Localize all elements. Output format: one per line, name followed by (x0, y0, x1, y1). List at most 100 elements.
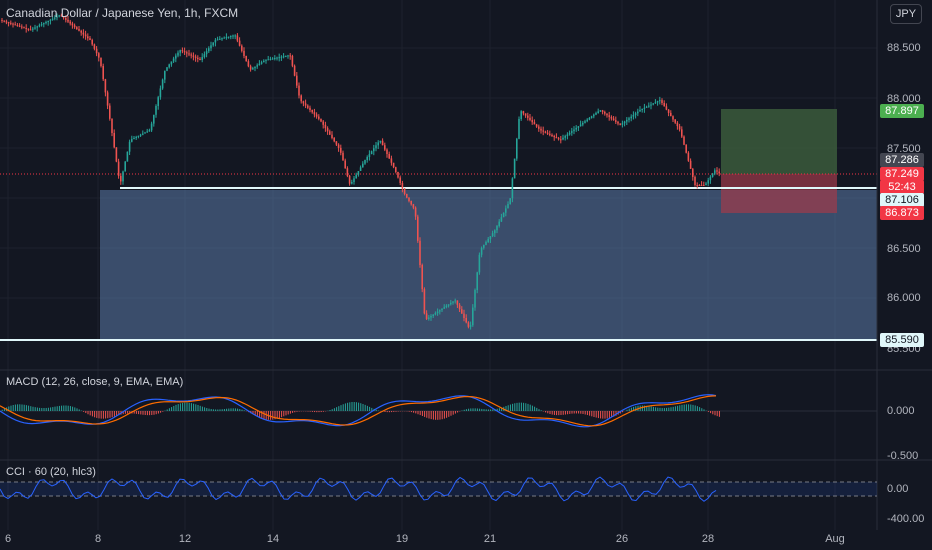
candle-body (562, 137, 564, 140)
candle-body (287, 55, 289, 57)
candle-body (366, 157, 368, 160)
candle-body (399, 177, 401, 183)
candle-body (439, 310, 441, 312)
candle-body (337, 144, 340, 148)
candle-body (441, 308, 443, 311)
candle-body (681, 129, 683, 137)
candle-body (674, 119, 676, 123)
candle-body (65, 18, 67, 20)
candle-body (324, 124, 327, 129)
candle-body (186, 52, 188, 54)
time-tick: Aug (825, 533, 845, 545)
candle-body (511, 178, 514, 199)
candle-body (414, 207, 417, 217)
candle-body (379, 140, 382, 143)
candle-body (80, 30, 82, 33)
candle-body (122, 171, 124, 182)
macd-pane (0, 394, 877, 428)
candle-body (304, 103, 307, 106)
candle-body (179, 50, 181, 53)
candle-body (546, 132, 549, 134)
candle-body (111, 118, 113, 133)
candle-body (428, 317, 430, 319)
candle-body (115, 147, 118, 162)
candle-body (494, 230, 496, 234)
candle-body (604, 111, 606, 114)
candle-body (296, 75, 298, 86)
candle-body (342, 152, 344, 161)
candle-body (309, 107, 311, 110)
candle-body (276, 57, 278, 59)
candle-body (626, 119, 628, 122)
candle-body (131, 139, 133, 142)
candle-body (461, 309, 463, 314)
candle-body (696, 185, 698, 186)
candle-body (25, 28, 27, 29)
candle-body (300, 95, 302, 102)
candle-body (555, 137, 558, 139)
candle-body (568, 132, 571, 135)
candle-body (632, 114, 635, 117)
take-profit-zone (721, 109, 837, 174)
candle-body (76, 27, 78, 29)
candle-body (386, 149, 388, 154)
candle-body (192, 55, 195, 57)
candle-body (588, 117, 591, 120)
candle-body (102, 66, 104, 80)
stop-loss-zone (721, 174, 837, 213)
candle-body (694, 176, 696, 185)
candle-body (617, 121, 619, 124)
candle-body (243, 50, 245, 56)
countdown-badge: 52:43 (880, 180, 924, 194)
candle-body (313, 112, 316, 115)
candle-body (137, 135, 140, 137)
candle-body (496, 226, 498, 231)
candle-body (82, 32, 85, 35)
candle-body (454, 300, 456, 302)
time-tick: 14 (266, 533, 280, 545)
candle-body (302, 101, 305, 104)
candle-body (403, 188, 406, 194)
candle-body (201, 57, 203, 60)
candle-body (285, 55, 287, 57)
candle-body (117, 161, 120, 176)
candle-body (335, 141, 338, 145)
candle-body (27, 28, 30, 30)
candle-body (689, 160, 692, 169)
candle-body (205, 51, 208, 55)
candle-body (170, 61, 173, 65)
candle-body (384, 145, 386, 150)
candle-body (34, 27, 36, 29)
candle-body (612, 118, 615, 121)
candle-body (32, 28, 34, 30)
candle-body (62, 16, 65, 18)
time-tick: 26 (615, 533, 629, 545)
candle-body (329, 131, 331, 135)
candle-body (21, 26, 23, 28)
candle-body (60, 15, 63, 17)
candle-body (51, 18, 54, 20)
candle-body (472, 307, 474, 326)
currency-button[interactable]: JPY (890, 4, 922, 24)
time-tick: 28 (701, 533, 715, 545)
candle-body (67, 19, 69, 22)
candle-body (645, 106, 648, 108)
candle-body (527, 115, 529, 118)
candle-body (291, 55, 294, 66)
candle-body (153, 114, 155, 124)
candle-body (78, 29, 80, 31)
macd-line (0, 394, 717, 428)
candle-body (307, 105, 309, 108)
candle-body (531, 120, 533, 123)
candle-body (700, 185, 703, 186)
candle-body (190, 54, 192, 56)
candle-body (359, 167, 362, 171)
candle-body (643, 107, 646, 109)
candle-body (683, 136, 685, 145)
candle-body (586, 119, 588, 122)
candle-body (667, 109, 670, 113)
candle-body (5, 21, 8, 23)
candle-body (623, 121, 626, 124)
time-tick: 6 (4, 533, 12, 545)
